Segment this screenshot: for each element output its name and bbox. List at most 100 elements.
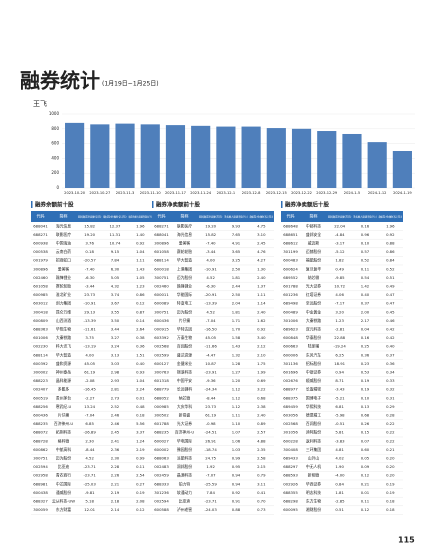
table-cell: 600006 xyxy=(283,352,298,357)
table-cell: -13.39 xyxy=(84,318,97,323)
table-cell: 002460 xyxy=(154,284,169,289)
table-cell: 4.32 xyxy=(111,284,120,289)
y-tick-label: 1000 xyxy=(49,111,60,116)
table-cell: 45.05 xyxy=(84,361,95,366)
table-cell: 0.68 xyxy=(257,395,266,400)
table-cell: 0.19 xyxy=(361,378,370,383)
table-cell: 1.03 xyxy=(232,447,241,452)
table-cell: 300896 xyxy=(154,241,169,246)
table-cell: 0.36 xyxy=(361,352,370,357)
table-cell: -4.00 xyxy=(335,473,345,478)
table-cell: 301236 xyxy=(154,490,169,495)
table-cell: 2.57 xyxy=(257,430,266,435)
table-cell: 689433 xyxy=(283,456,298,461)
table-cell: 688298 xyxy=(283,499,298,504)
table-cell: 1.99 xyxy=(257,370,266,375)
table-cell: -13.19 xyxy=(84,344,97,349)
table-cell: 3.13 xyxy=(111,352,120,357)
table-cell: 1.06 xyxy=(232,438,241,443)
table-cell: 301199 xyxy=(283,249,298,254)
table-cell: 002230 xyxy=(33,344,48,349)
table-cell: 0.05 xyxy=(361,456,370,461)
table-cell: 603012 xyxy=(33,301,48,306)
table-cell: 601058 xyxy=(154,249,169,254)
table-cell: 3.11 xyxy=(257,481,266,486)
x-tick-label: 2024-1-19 xyxy=(393,191,412,195)
table-cell: 晶科能源 xyxy=(56,378,71,383)
table-cell: 688648 xyxy=(283,223,298,228)
table-cell: 1.12 xyxy=(232,387,241,392)
table-cell: 润邦股份 xyxy=(177,464,192,469)
table-cell: 1.11 xyxy=(257,292,266,297)
table-cell: 0.88 xyxy=(386,241,395,246)
table-cell: 中芯国际 xyxy=(56,481,71,486)
table-cell: 1.30 xyxy=(257,266,266,271)
table-cell: 陆家嘴 xyxy=(308,344,320,349)
table-cell: -4.47 xyxy=(206,352,216,357)
table-cell: 1.75 xyxy=(257,361,266,366)
table-cell: -7.04 xyxy=(206,318,216,323)
column-header: 简称 xyxy=(181,213,189,219)
table-cell: 4.76 xyxy=(257,249,266,254)
table-cell: 东风汽车 xyxy=(306,352,321,357)
table-cell: -9.36 xyxy=(206,378,216,383)
table-cell: 特变电工 xyxy=(177,301,192,306)
table-cell: 创力集团 xyxy=(56,301,71,306)
table-cell: 1.81 xyxy=(232,275,241,280)
table-cell: 0.18 xyxy=(136,413,145,418)
table-cell: 1.27 xyxy=(232,370,241,375)
table-cell: -0.51 xyxy=(335,421,345,426)
table-cell: 0.26 xyxy=(361,421,370,426)
table-cell: -3.44 xyxy=(206,249,216,254)
table-cell: 002483 xyxy=(154,464,169,469)
table-cell: 1.92 xyxy=(206,464,215,469)
table-cell: -23.71 xyxy=(84,473,97,478)
y-tick-label: 600 xyxy=(51,141,59,146)
table-cell: 1.05 xyxy=(136,275,145,280)
table-cell: 1.82 xyxy=(335,258,344,263)
table-cell: 4.91 xyxy=(232,241,241,246)
table-cell: -11.61 xyxy=(84,327,97,332)
x-tick-label: 2023-10-20 xyxy=(64,191,86,195)
table-cell: 0.99 xyxy=(232,456,241,461)
table-cell: 688363 xyxy=(33,327,48,332)
table-cell: 5.05 xyxy=(111,275,120,280)
table-cell: 3.10 xyxy=(257,232,266,237)
table-cell: -19.24 xyxy=(334,344,347,349)
table-cell: 600489 xyxy=(283,309,298,314)
table-cell: 云南白药 xyxy=(56,249,71,254)
table-cell: 豫园股份 xyxy=(177,447,192,452)
table-cell: 海光信息 xyxy=(177,232,192,237)
table-cell: 3.76 xyxy=(85,241,94,246)
table-cell: 3.74 xyxy=(111,292,120,297)
table-cell: 0.09 xyxy=(361,464,370,469)
table-cell: 2.40 xyxy=(257,275,266,280)
table-cell: 0.12 xyxy=(361,473,370,478)
table-cell: 1.58 xyxy=(232,335,241,340)
table-cell: 300751 xyxy=(154,309,169,314)
table-cell: 2.36 xyxy=(111,447,120,452)
table-cell: 600392 xyxy=(33,361,48,366)
table-cell: 复旦复华 xyxy=(306,266,321,271)
table-cell: 1.90 xyxy=(335,464,344,469)
table-cell: 002568 xyxy=(283,421,298,426)
table-cell: 华西证券 xyxy=(306,481,321,486)
table-cell: 002599 xyxy=(154,352,169,357)
table-cell: 688593 xyxy=(283,473,298,478)
table-cell: 3.75 xyxy=(85,335,94,340)
table-cell: 3.22 xyxy=(257,387,266,392)
table-cell: 大秦铁路 xyxy=(56,335,71,340)
table-cell: 13.24 xyxy=(84,404,95,409)
section-marker xyxy=(152,201,154,208)
table-cell: 2.21 xyxy=(111,481,120,486)
table-cell: 1.28 xyxy=(232,361,241,366)
x-tick-label: 2023-11-10 xyxy=(140,191,162,195)
table-cell: 至远股份 xyxy=(306,301,321,306)
table-cell: 601696 xyxy=(283,370,298,375)
table-cell: 0.12 xyxy=(136,301,145,306)
table-cell: 0.11 xyxy=(361,499,370,504)
x-tick-label: 2023-12-1 xyxy=(217,191,236,195)
table-cell: 0.95 xyxy=(232,464,241,469)
y-tick-label: 800 xyxy=(51,126,59,131)
